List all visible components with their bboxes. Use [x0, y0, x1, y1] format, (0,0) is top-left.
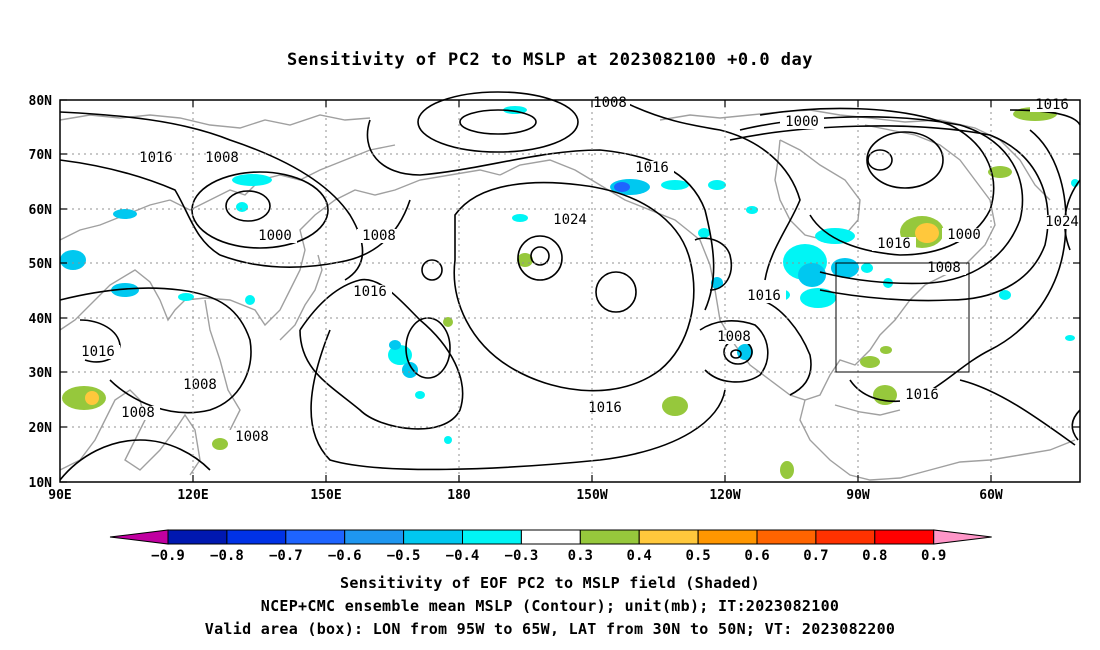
colorbar-segment	[815, 529, 876, 545]
colorbar-segment	[285, 529, 346, 545]
colorbar-label: −0.3	[505, 548, 539, 564]
contour-label: 1000	[785, 114, 819, 130]
lon-label: 90E	[48, 488, 71, 503]
lon-label: 180	[447, 488, 471, 503]
lat-label: 80N	[29, 94, 53, 109]
colorbar-triangle-left	[109, 529, 169, 545]
lon-label: 90W	[846, 488, 870, 503]
lat-label: 40N	[29, 312, 53, 327]
colorbar-label: 0.3	[568, 548, 593, 564]
colorbar-label: −0.8	[210, 548, 244, 564]
lon-label: 120W	[709, 488, 740, 503]
colorbar-label: 0.9	[921, 548, 946, 564]
colorbar-segment	[226, 529, 287, 545]
contour-label: 1016	[905, 387, 939, 403]
lon-labels: 90E 120E 150E 180 150W 120W 90W 60W	[48, 488, 1003, 503]
colorbar-label: −0.4	[446, 548, 480, 564]
lon-label: 60W	[979, 488, 1003, 503]
colorbar-label: 0.4	[627, 548, 652, 564]
chart-title: Sensitivity of PC2 to MSLP at 2023082100…	[286, 50, 813, 70]
colorbar-label: 0.5	[685, 548, 710, 564]
colorbar-segment	[403, 529, 464, 545]
caption-line: NCEP+CMC ensemble mean MSLP (Contour); u…	[260, 597, 840, 615]
gridlines	[60, 100, 1080, 482]
lat-label: 50N	[29, 257, 53, 272]
colorbar-segment	[462, 529, 522, 545]
lat-label: 20N	[29, 421, 53, 436]
colorbar-segment	[697, 529, 758, 545]
contour-label: 1000	[947, 227, 981, 243]
colorbar-segment	[520, 529, 581, 545]
lat-label: 60N	[29, 203, 53, 218]
lat-label: 30N	[29, 366, 53, 381]
colorbar-triangle-right	[933, 529, 992, 545]
lon-label: 150W	[576, 488, 607, 503]
valid-area-box	[835, 262, 970, 373]
colorbar-segment	[344, 529, 405, 545]
caption-line: Sensitivity of EOF PC2 to MSLP field (Sh…	[340, 574, 760, 592]
caption-line: Valid area (box): LON from 95W to 65W, L…	[204, 620, 896, 638]
shaded-sensitivity	[60, 106, 1079, 479]
colorbar-label: −0.6	[328, 548, 362, 564]
lat-label: 70N	[29, 148, 53, 163]
contour-label: 1008	[593, 95, 627, 111]
contour-label: 1016	[81, 344, 115, 360]
lat-labels: 80N 70N 60N 50N 40N 30N 20N 10N	[29, 94, 53, 491]
mslp-contours	[59, 91, 1081, 481]
colorbar-segment	[874, 529, 935, 545]
contour-label: 1016	[1035, 97, 1069, 113]
lon-label: 150E	[310, 488, 341, 503]
contour-label: 1000	[258, 228, 292, 244]
contour-label: 1008	[121, 405, 155, 421]
contour-label: 1008	[205, 150, 239, 166]
contour-label: 1024	[553, 212, 587, 228]
contour-label: 1016	[877, 236, 911, 252]
colorbar: −0.9 −0.8 −0.7 −0.6 −0.5 −0.4 −0.3 0.3 0.4 0.5 0.6…	[109, 529, 992, 564]
contour-label: 1008	[717, 329, 751, 345]
colorbar-segment	[579, 529, 640, 545]
contour-label: 1016	[747, 288, 781, 304]
contour-label: 1008	[235, 429, 269, 445]
colorbar-segment	[167, 529, 228, 545]
map-frame	[59, 99, 1081, 483]
colorbar-label: −0.7	[269, 548, 303, 564]
colorbar-label: 0.6	[744, 548, 769, 564]
colorbar-segment	[638, 529, 699, 545]
colorbar-label: −0.9	[151, 548, 185, 564]
colorbar-segment	[756, 529, 817, 545]
colorbar-label: 0.8	[862, 548, 887, 564]
contour-label: 1016	[353, 284, 387, 300]
lat-label: 10N	[29, 476, 53, 491]
lon-label: 120E	[177, 488, 208, 503]
axis-ticks	[60, 99, 1080, 483]
contour-label: 1008	[927, 260, 961, 276]
contour-label: 1008	[183, 377, 217, 393]
colorbar-label: −0.5	[387, 548, 421, 564]
colorbar-label: 0.7	[803, 548, 828, 564]
contour-label: 1008	[362, 228, 396, 244]
contour-label: 1016	[139, 150, 173, 166]
coastlines	[59, 109, 1076, 481]
contour-label: 1016	[635, 160, 669, 176]
contour-label: 1016	[588, 400, 622, 416]
contour-label: 1024	[1045, 214, 1079, 230]
